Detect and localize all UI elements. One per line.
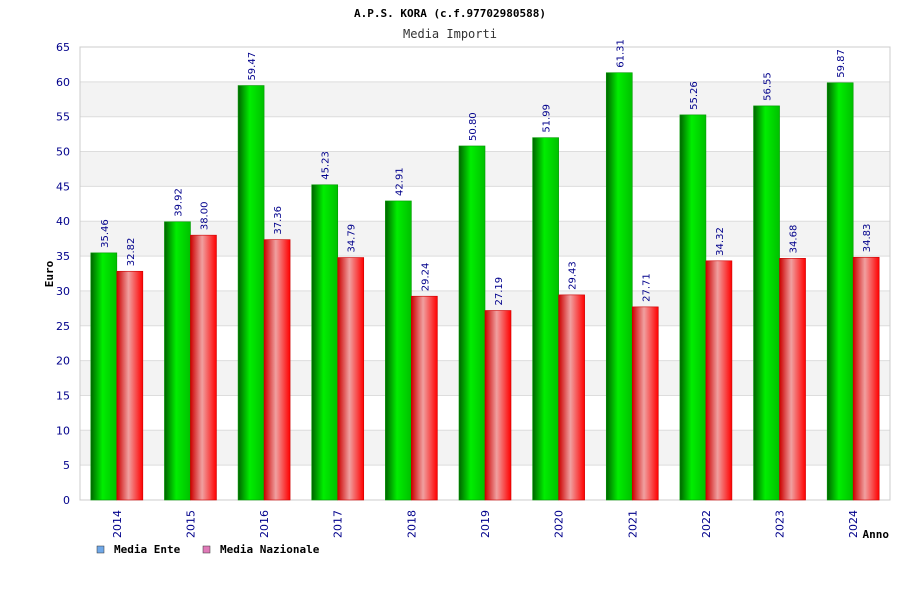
legend-swatch-nazionale	[202, 545, 211, 554]
bar-media-ente	[826, 82, 854, 501]
data-label: 55.26	[689, 81, 700, 110]
data-label: 29.43	[568, 261, 579, 290]
bar-media-ente	[164, 221, 191, 501]
x-tick-label: 2020	[553, 510, 566, 538]
x-tick-label: 2021	[626, 510, 639, 538]
bar-media-nazionale	[337, 257, 365, 501]
legend-label-nazionale: Media Nazionale	[220, 543, 320, 556]
data-label: 50.80	[468, 112, 479, 141]
data-label: 59.47	[247, 52, 258, 81]
x-tick-label: 2023	[774, 510, 787, 538]
bar-media-nazionale	[852, 256, 880, 501]
x-tick-label: 2015	[184, 510, 197, 538]
y-tick-label: 30	[56, 285, 70, 298]
bar-media-ente	[458, 145, 486, 501]
bar-media-ente	[753, 105, 780, 501]
x-axis-label: Anno	[863, 528, 890, 541]
chart-title: A.P.S. KORA (c.f.97702980588)	[354, 7, 546, 20]
y-tick-label: 0	[63, 494, 70, 507]
legend-label-ente: Media Ente	[114, 543, 181, 556]
bar-media-nazionale	[558, 294, 585, 501]
data-label: 34.79	[347, 224, 358, 253]
bar-media-nazionale	[705, 260, 733, 501]
data-label: 38.00	[199, 202, 210, 231]
data-label: 35.46	[100, 219, 111, 248]
x-axis-ticks: 2014 2015 2016 2017 2018 2019 2020 2021 2022 2023…	[111, 510, 860, 538]
bar-media-ente	[679, 114, 707, 501]
x-tick-label: 2022	[700, 510, 713, 538]
x-tick-label: 2016	[258, 510, 271, 538]
x-tick-label: 2019	[479, 510, 492, 538]
data-label: 34.83	[862, 224, 873, 253]
bar-media-nazionale	[190, 234, 217, 501]
bar-media-ente	[237, 85, 265, 501]
bar-media-nazionale	[263, 239, 291, 501]
bar-media-ente	[311, 184, 339, 501]
data-label: 29.24	[420, 263, 431, 292]
bar-media-nazionale	[631, 306, 659, 501]
legend-swatch-ente	[96, 545, 105, 554]
bar-media-ente	[532, 137, 559, 501]
bar-media-nazionale	[411, 295, 438, 501]
y-axis-label: Euro	[43, 260, 56, 287]
data-labels: 35.46 32.82 39.92 38.00 59.47 37.36 45.23 34.79…	[100, 39, 873, 305]
y-tick-label: 5	[63, 459, 70, 472]
y-tick-label: 35	[56, 250, 70, 263]
bar-media-ente	[605, 72, 633, 501]
y-tick-label: 45	[56, 180, 70, 193]
data-label: 42.91	[394, 167, 405, 196]
data-label: 34.32	[715, 227, 726, 256]
bar-media-nazionale	[116, 270, 144, 501]
bar-media-ente	[385, 200, 412, 501]
data-label: 34.68	[789, 225, 800, 254]
y-axis-ticks: 0 5 10 15 20 25 30 35 40 45 50 55 60 65	[56, 41, 70, 507]
y-tick-label: 50	[56, 146, 70, 159]
data-label: 51.99	[542, 104, 553, 133]
x-tick-label: 2024	[847, 510, 860, 538]
chart-subtitle: Media Importi	[403, 27, 497, 41]
x-tick-label: 2014	[111, 510, 124, 538]
y-tick-label: 65	[56, 41, 70, 54]
x-tick-label: 2018	[405, 510, 418, 538]
x-tick-label: 2017	[332, 510, 345, 538]
y-tick-label: 60	[56, 76, 70, 89]
data-label: 45.23	[321, 151, 332, 180]
data-label: 27.19	[494, 277, 505, 306]
bar-media-nazionale	[484, 310, 512, 501]
data-label: 59.87	[836, 49, 847, 78]
data-label: 27.71	[641, 273, 652, 302]
bars	[90, 72, 880, 501]
bar-media-nazionale	[779, 258, 806, 501]
y-tick-label: 20	[56, 355, 70, 368]
y-tick-label: 15	[56, 389, 70, 402]
data-label: 32.82	[126, 238, 137, 267]
grid-band	[80, 47, 890, 82]
y-tick-label: 25	[56, 320, 70, 333]
legend: Media Ente Media Nazionale	[96, 543, 320, 556]
y-tick-label: 10	[56, 424, 70, 437]
data-label: 37.36	[273, 206, 284, 235]
data-label: 56.55	[763, 72, 774, 101]
y-tick-label: 55	[56, 111, 70, 124]
data-label: 61.31	[615, 39, 626, 68]
bar-media-ente	[90, 252, 118, 501]
data-label: 39.92	[173, 188, 184, 217]
y-tick-label: 40	[56, 215, 70, 228]
